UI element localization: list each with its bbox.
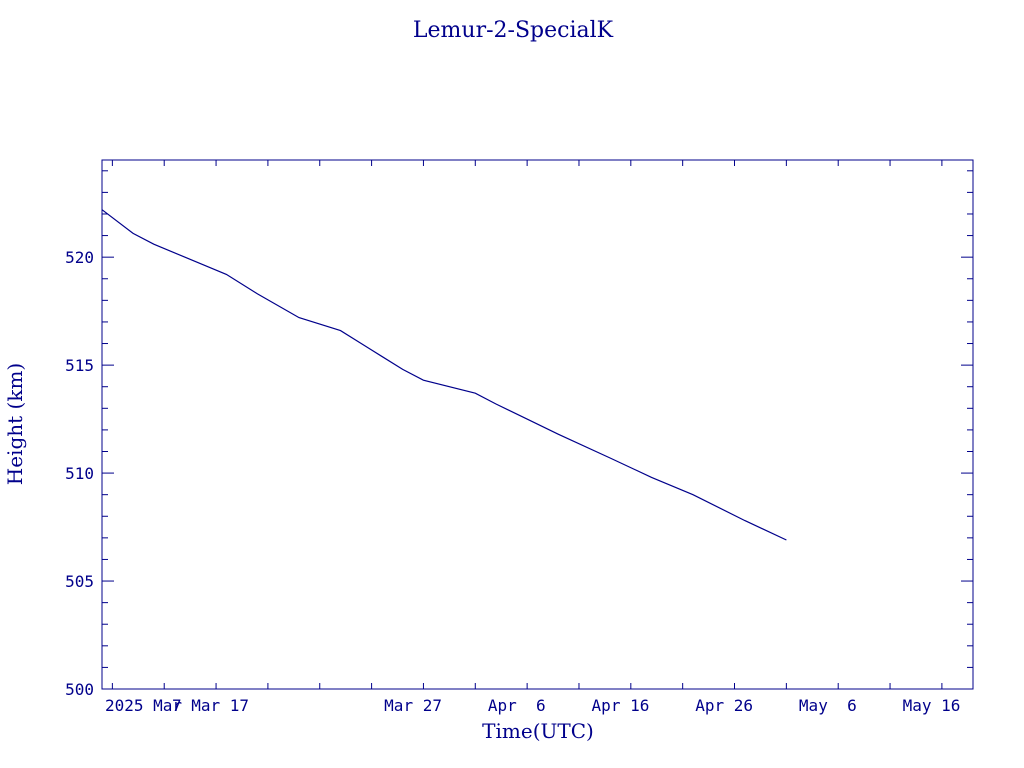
x-tick-label: Apr 16 <box>592 696 650 715</box>
x-tick-label: Apr 26 <box>695 696 753 715</box>
x-tick-label: Apr 6 <box>488 696 546 715</box>
x-tick-label: 7 Mar 17 <box>162 696 249 715</box>
x-axis: 2025 Mar 7 Mar 17 Mar 27 Apr 6 Apr 16 Apr 26… <box>105 160 960 715</box>
plot-frame <box>101 159 974 690</box>
x-tick-label: May 6 <box>799 696 857 715</box>
x-tick-label: 2025 Mar <box>105 696 182 715</box>
y-tick-label: 515 <box>65 356 94 375</box>
x-axis-title: Time(UTC) <box>482 719 594 743</box>
x-tick-label: May 16 <box>903 696 961 715</box>
y-tick-label: 510 <box>65 464 94 483</box>
y-axis-title: Height (km) <box>3 363 27 485</box>
chart-title: Lemur-2-SpecialK <box>413 18 614 43</box>
y-tick-label: 505 <box>65 572 94 591</box>
y-tick-label: 520 <box>65 248 94 267</box>
x-tick-label: Mar 27 <box>384 696 442 715</box>
series-line <box>101 209 787 541</box>
y-tick-label: 500 <box>65 680 94 699</box>
y-axis: 500 505 510 515 520 <box>65 170 973 699</box>
